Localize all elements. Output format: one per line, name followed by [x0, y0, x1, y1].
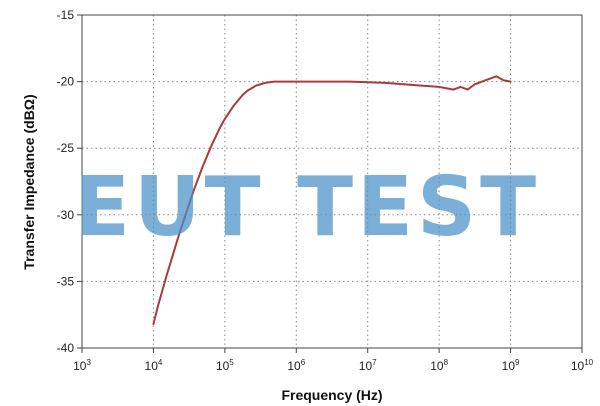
y-axis-ticks: -15 -20 -25 -30 -35 -40	[57, 8, 82, 355]
x-tick-label: 106	[287, 358, 305, 373]
y-tick-label: -30	[57, 208, 75, 222]
x-tick-label: 105	[216, 358, 234, 373]
series-layer	[152, 75, 512, 326]
y-tick-label: -20	[57, 75, 75, 89]
x-tick-label: 109	[502, 358, 520, 373]
series-line-0	[152, 75, 512, 326]
plot-area	[81, 14, 583, 349]
grid-lines	[82, 15, 582, 348]
x-tick-label: 104	[145, 358, 163, 373]
x-tick-label: 107	[359, 358, 377, 373]
y-tick-label: -25	[57, 141, 75, 155]
x-tick-label: 108	[430, 358, 448, 373]
x-tick-label: 103	[73, 358, 91, 373]
x-axis-ticks: 103 104 105 106 107 108 109 1010	[73, 348, 594, 373]
y-tick-label: -35	[57, 274, 75, 288]
x-axis-title: Frequency (Hz)	[281, 387, 382, 403]
y-axis-title: Transfer Impedance (dBΩ)	[21, 94, 37, 269]
y-tick-label: -15	[57, 8, 75, 22]
x-tick-label: 1010	[571, 358, 594, 373]
y-tick-label: -40	[57, 341, 75, 355]
watermark-text: EUT TEST	[74, 160, 540, 255]
